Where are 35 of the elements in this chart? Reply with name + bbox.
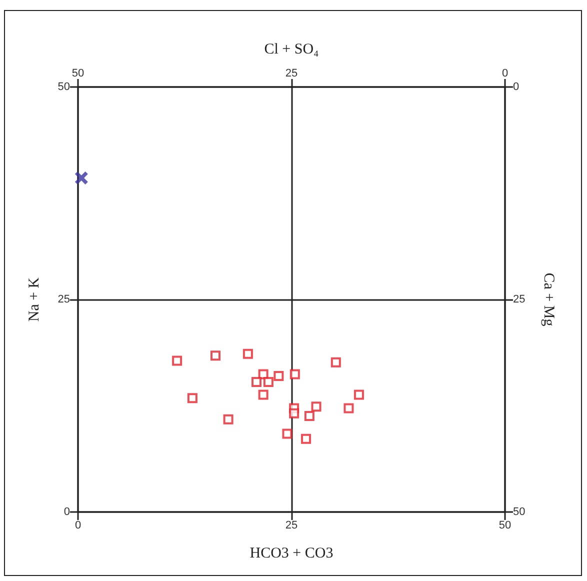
point [258,390,268,400]
y2-tick-label: 0 [513,81,520,93]
point [344,403,354,414]
y-tick-label: 25 [58,294,70,306]
point [282,428,292,439]
y-tick-label: 0 [64,506,70,518]
point [289,408,300,418]
x-tick-label: 0 [74,520,82,532]
point [301,434,312,444]
x2-tick-label: 50 [72,68,84,80]
y2-tick-label: 25 [513,294,526,306]
point [330,357,341,368]
point [354,390,364,400]
x2-axis-title: Cl + SO₄ [264,42,319,58]
point [187,393,198,404]
y-tick-label: 50 [58,81,70,93]
point [311,402,322,412]
x-axis-title: HCO3 + CO3 [250,546,334,562]
point [290,369,300,380]
y-axis-title: Na + K [26,277,42,322]
y2-tick-label: 50 [513,506,526,518]
point [74,171,88,184]
x-tick-label: 50 [498,520,512,532]
point [172,356,182,366]
point [263,376,274,387]
x2-tick-label: 0 [502,68,508,80]
point [242,348,253,359]
point [274,371,284,381]
point [223,414,234,424]
x2-tick-label: 25 [285,68,298,80]
x-tick-label: 25 [285,520,298,532]
point [251,376,262,387]
y2-axis-title: Ca + Mg [540,272,556,327]
point [304,410,314,421]
point [210,350,220,361]
